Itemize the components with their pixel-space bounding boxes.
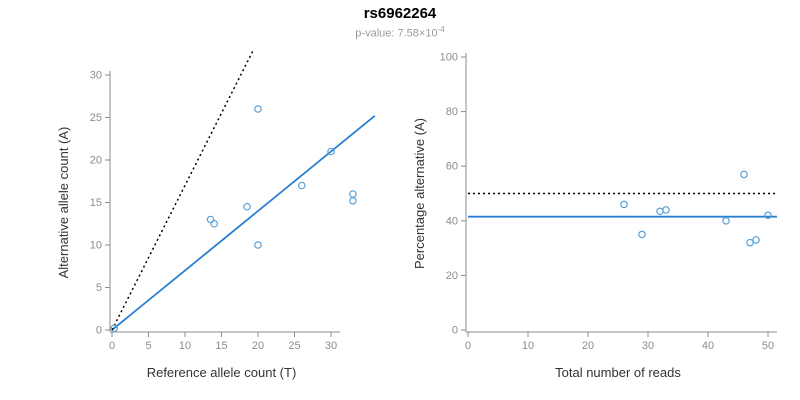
data-point — [210, 219, 219, 228]
x-tick-label: 10 — [522, 340, 534, 352]
x-tick-label: 5 — [145, 340, 151, 352]
y-tick-label: 60 — [446, 161, 458, 173]
x-tick-label: 10 — [179, 340, 191, 352]
data-point — [740, 170, 748, 179]
y-tick-label: 10 — [90, 240, 102, 252]
identity-dotted-line — [111, 49, 255, 331]
data-point — [656, 207, 664, 216]
y-tick-label: 30 — [90, 70, 102, 82]
y-axis-title: Percentage alternative (A) — [412, 118, 427, 269]
data-point — [638, 230, 646, 239]
plot-0: 0 5 10 15 20 25 30 0 5 10 15 20 25 30 Reference allele… — [56, 49, 376, 380]
x-axis-title: Total number of reads — [555, 365, 681, 380]
y-tick-label: 25 — [90, 112, 102, 124]
x-axis-title: Reference allele count (T) — [147, 365, 297, 380]
pvalue-exponent: -4 — [437, 25, 445, 34]
plot-1: 0 10 20 30 40 50 0 20 40 60 80 100 Total number of r… — [412, 52, 777, 380]
data-point — [297, 181, 306, 190]
data-point — [662, 206, 670, 214]
data-point — [206, 215, 215, 224]
y-tick-label: 5 — [96, 282, 102, 294]
data-point — [752, 236, 760, 244]
regression-line — [111, 115, 376, 331]
data-point — [254, 241, 262, 249]
pvalue-subtitle: p-value: 7.58×10-4 — [0, 25, 800, 40]
y-tick-label: 0 — [452, 325, 458, 337]
data-point — [746, 238, 754, 247]
x-tick-label: 0 — [109, 340, 115, 352]
data-point — [349, 197, 357, 205]
data-point — [349, 190, 357, 198]
data-point — [110, 324, 118, 333]
x-tick-label: 15 — [215, 340, 227, 352]
y-tick-label: 20 — [446, 270, 458, 282]
pvalue-text: p-value: 7.58×10 — [355, 27, 438, 40]
x-tick-label: 30 — [325, 340, 337, 352]
x-tick-label: 30 — [642, 340, 654, 352]
figure-title: rs6962264 — [363, 5, 437, 22]
data-point — [764, 211, 772, 220]
y-tick-label: 40 — [446, 215, 458, 227]
data-point — [254, 105, 262, 113]
x-tick-label: 25 — [288, 340, 300, 352]
data-point — [722, 217, 730, 225]
x-tick-label: 40 — [702, 340, 714, 352]
y-tick-label: 100 — [440, 52, 458, 64]
x-tick-label: 0 — [465, 340, 471, 352]
x-tick-label: 20 — [582, 340, 594, 352]
data-point — [620, 200, 628, 209]
y-tick-label: 20 — [90, 155, 102, 167]
x-tick-label: 50 — [762, 340, 774, 352]
data-point — [243, 202, 251, 211]
y-axis-title: Alternative allele count (A) — [56, 127, 71, 279]
y-tick-label: 80 — [446, 106, 458, 118]
y-tick-label: 0 — [96, 325, 102, 337]
data-point — [327, 147, 335, 156]
x-tick-label: 20 — [252, 340, 264, 352]
y-tick-label: 15 — [90, 197, 102, 209]
